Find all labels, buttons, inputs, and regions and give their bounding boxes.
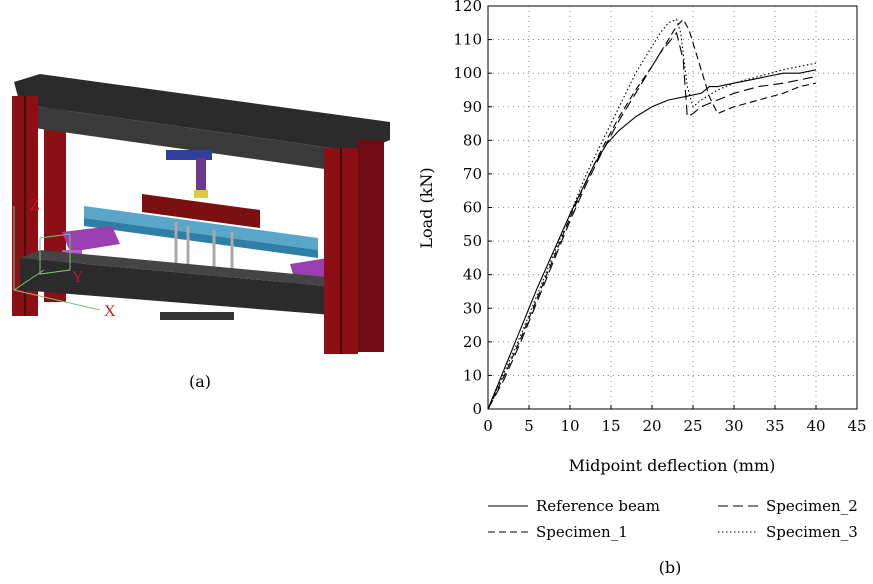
test-beam-bottom [84,218,318,258]
legend-label: Specimen_2 [766,497,858,515]
loading-jack-head [166,150,212,160]
axis-label-z: Z [30,197,40,214]
frame-bottom-beam [20,258,370,318]
axis-label-x: X [104,303,116,320]
x-tick-label: 25 [683,417,702,435]
legend-label: Specimen_1 [536,523,628,541]
series-line-specimen-3 [487,18,817,410]
frame-column-front-right-side [358,140,384,352]
axis-label-y: Y [72,269,84,286]
y-tick-label: 100 [453,64,482,82]
y-tick-label: 80 [463,131,482,149]
spreader-beam [142,194,260,228]
y-tick-label: 120 [453,0,482,15]
chart-series [487,18,817,410]
series-line-reference-beam [487,69,817,410]
y-tick-label: 70 [463,165,482,183]
caption-a: (a) [188,372,212,391]
caption-b: (b) [658,558,682,577]
y-tick-label: 60 [463,199,482,217]
frame-bottom-beam-top [20,250,380,290]
y-tick-label: 90 [463,98,482,116]
y-tick-label: 40 [463,266,482,284]
base-plate [160,312,234,320]
test-setup-illustration: Z Y X [12,74,390,354]
y-tick-label: 50 [463,232,482,250]
y-tick-label: 110 [453,31,482,49]
x-tick-label: 45 [847,417,866,435]
axis-ticks: 0 5 10 15 20 25 30 35 40 45 0 10 20 30 40 50 60 70 80 90 100… [453,0,866,435]
loading-jack-ram [196,158,206,192]
x-tick-label: 10 [560,417,579,435]
y-tick-label: 10 [463,366,482,384]
series-line-specimen-1 [487,18,817,410]
x-tick-label: 35 [765,417,784,435]
legend-label: Specimen_3 [766,523,858,541]
x-tick-label: 5 [524,417,534,435]
test-beam [84,206,318,250]
load-deflection-chart: 0 5 10 15 20 25 30 35 40 45 0 10 20 30 40 50 60 70 80 90 100… [417,0,867,541]
x-tick-label: 40 [806,417,825,435]
x-tick-label: 30 [724,417,743,435]
support-left [62,226,120,252]
chart-legend: Reference beam Specimen_2 Specimen_1 Specim… [488,497,858,541]
x-axis-title: Midpoint deflection (mm) [569,456,776,475]
frame-column-back-left [44,82,66,302]
load-cell [194,190,208,198]
x-tick-label: 15 [601,417,620,435]
chart-grid [488,6,857,409]
x-tick-label: 0 [483,417,493,435]
legend-label: Reference beam [536,497,660,515]
y-tick-label: 30 [463,299,482,317]
coordinate-axes [13,206,101,311]
y-tick-label: 0 [472,400,482,418]
frame-top-beam [14,74,390,152]
y-tick-label: 20 [463,333,482,351]
x-tick-label: 20 [642,417,661,435]
y-axis-title: Load (kN) [417,167,436,248]
series-line-specimen-2 [487,31,817,410]
frame-top-beam-face [20,104,360,174]
